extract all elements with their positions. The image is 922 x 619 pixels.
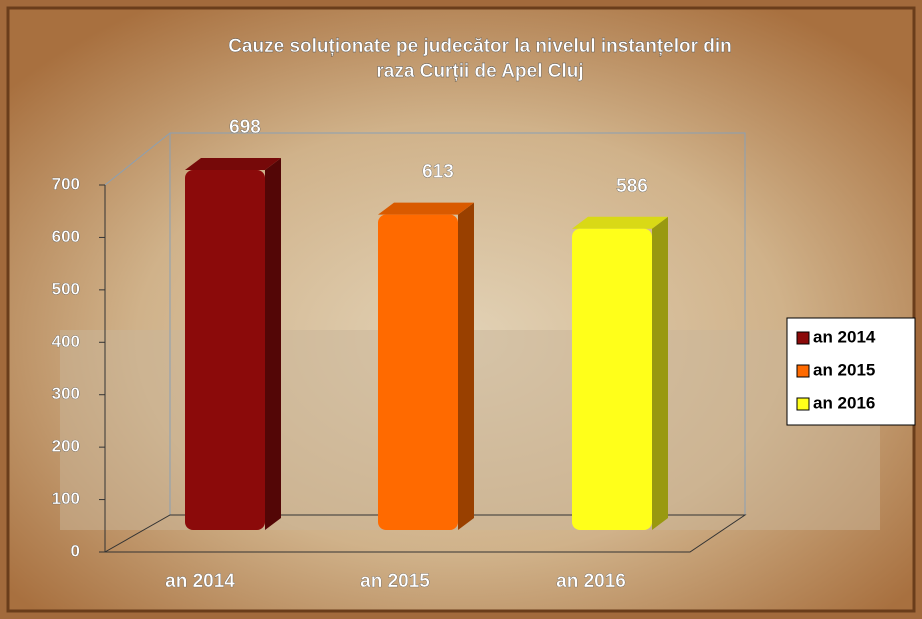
- bar-front: [378, 214, 458, 530]
- data-label: 613: [422, 162, 454, 183]
- x-tick-label: an 2016: [556, 571, 626, 592]
- legend-swatch: [796, 331, 810, 345]
- bar-top: [572, 216, 668, 229]
- y-tick-label: 200: [52, 437, 80, 456]
- y-tick-label: 500: [52, 279, 80, 298]
- y-tick-label: 400: [52, 332, 80, 351]
- data-label: 698: [229, 117, 261, 138]
- floor: [103, 514, 747, 553]
- y-tick-label: 300: [52, 384, 80, 403]
- legend-label: an 2014: [813, 327, 876, 346]
- side-edge: [104, 132, 171, 186]
- y-tick-label: 600: [52, 227, 80, 246]
- legend-label: an 2015: [813, 360, 875, 379]
- bar-side: [458, 202, 474, 530]
- bar-side: [265, 158, 281, 530]
- x-tick-label: an 2014: [165, 571, 235, 592]
- y-tick-label: 100: [52, 489, 80, 508]
- y-tick-label: 0: [71, 541, 80, 560]
- legend-label: an 2016: [813, 393, 875, 412]
- data-label: 586: [616, 176, 648, 197]
- bar-side: [652, 216, 668, 531]
- bar: [572, 216, 668, 531]
- legend-swatch: [796, 397, 810, 411]
- bar: [185, 158, 281, 530]
- legend-swatch: [796, 364, 810, 378]
- bar: [378, 202, 474, 530]
- bar-front: [572, 228, 652, 531]
- chart-title: Cauze soluționate pe judecător la nivelu…: [228, 36, 732, 57]
- chart-title: raza Curții de Apel Cluj: [376, 61, 583, 82]
- bar-top: [185, 158, 281, 171]
- bar-top: [378, 202, 474, 215]
- y-tick-label: 700: [52, 174, 80, 193]
- x-tick-label: an 2015: [360, 571, 430, 592]
- bar-front: [185, 170, 265, 530]
